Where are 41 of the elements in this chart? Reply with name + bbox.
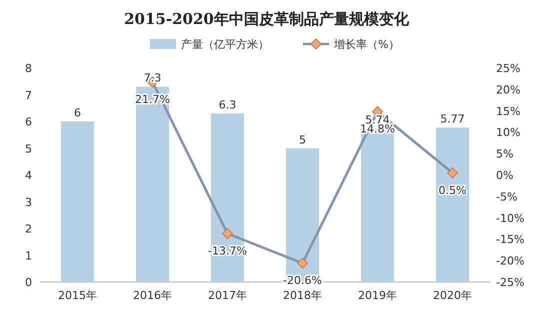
y2-tick-label: 15% bbox=[496, 104, 520, 118]
y2-tick-label: 0% bbox=[496, 169, 514, 182]
y-tick-label: 0 bbox=[25, 276, 32, 289]
bar bbox=[436, 128, 469, 282]
y-tick-label: 2 bbox=[25, 222, 32, 236]
y2-tick-label: 10% bbox=[496, 126, 520, 140]
data-label: 6.3 bbox=[218, 98, 236, 112]
y2-tick-label: -20% bbox=[496, 254, 524, 268]
x-tick-label: 2016年 bbox=[133, 289, 172, 302]
y2-tick-label: -15% bbox=[496, 233, 524, 246]
legend-label: 增长率（%） bbox=[333, 38, 400, 51]
y2-tick-label: 5% bbox=[496, 148, 514, 161]
data-label: 21.7% bbox=[135, 93, 170, 106]
y2-tick-label: 25% bbox=[496, 62, 520, 75]
y-tick-label: 5 bbox=[25, 142, 32, 156]
y-tick-label: 3 bbox=[25, 196, 32, 209]
data-label: 5 bbox=[299, 133, 306, 146]
y2-tick-label: -10% bbox=[496, 212, 524, 225]
data-label: 14.8% bbox=[360, 122, 395, 136]
x-tick-label: 2020年 bbox=[433, 289, 472, 302]
y2-tick-label: -5% bbox=[496, 190, 518, 204]
y-tick-label: 1 bbox=[25, 249, 32, 262]
y-tick-label: 6 bbox=[25, 116, 32, 128]
data-label: 0.5% bbox=[438, 184, 466, 197]
x-tick-label: 2019年 bbox=[358, 289, 397, 302]
x-tick-label: 2017年 bbox=[208, 289, 247, 302]
data-label: -13.7% bbox=[208, 244, 247, 258]
data-label: 6 bbox=[74, 106, 81, 120]
x-tick-label: 2015年 bbox=[58, 289, 97, 302]
y-tick-label: 8 bbox=[25, 62, 32, 75]
y-tick-label: 7 bbox=[25, 88, 32, 102]
x-tick-label: 2018年 bbox=[283, 289, 322, 302]
y2-tick-label: -25% bbox=[496, 276, 524, 289]
chart-title: 2015-2020年中国皮革制品产量规模变化 bbox=[124, 10, 410, 28]
y2-tick-label: 20% bbox=[496, 83, 520, 96]
data-label: -20.6% bbox=[283, 274, 322, 288]
legend-label: 产量（亿平方米） bbox=[181, 38, 269, 51]
data-label: 5.77 bbox=[440, 112, 465, 126]
y-tick-label: 4 bbox=[25, 169, 32, 182]
bar bbox=[61, 122, 94, 282]
bar bbox=[136, 86, 169, 282]
